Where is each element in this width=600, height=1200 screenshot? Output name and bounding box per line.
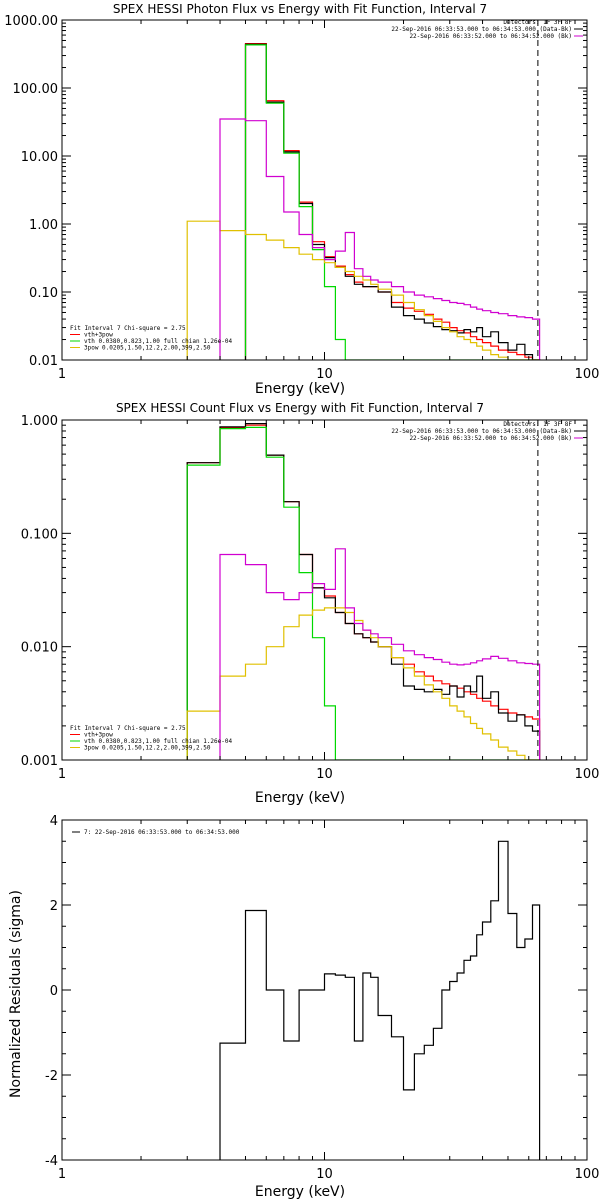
y-tick-label: 1000.00 — [4, 14, 58, 29]
x-tick-label: 10 — [316, 1167, 333, 1182]
legend-bottom-text: 3pow 0.0205,1.50,12.2,2.00,399,2.50 — [84, 745, 211, 752]
x-tick-label: 1 — [58, 767, 66, 782]
series-line-5 — [219, 118, 541, 360]
legend-bottom-text: Fit Interval 7 Chi-square = 2.75 — [70, 325, 186, 332]
x-axis-label: Energy (keV) — [255, 381, 345, 397]
series-line-2 — [244, 43, 541, 360]
series-line-2 — [186, 423, 541, 760]
legend-bottom-text: Fit Interval 7 Chi-square = 2.75 — [70, 725, 186, 732]
chart-panel-2: 1 10 100 1.000 0.100 0.010 0.001 SPEX HESSI Cou… — [21, 401, 600, 806]
y-tick-label: 4 — [50, 814, 58, 829]
legend-bottom-text: vth+3pow — [84, 332, 113, 339]
x-tick-label: 100 — [575, 367, 600, 382]
legend-top-text: Detectors: 1F 3F 8F — [503, 421, 572, 428]
legend-top-text: 22-Sep-2016 06:33:52.000 to 06:34:52.000… — [409, 435, 572, 442]
series-line-5 — [219, 548, 541, 760]
x-axis-label: Energy (keV) — [255, 790, 345, 806]
plot-frame — [61, 19, 588, 361]
series-line-1 — [186, 424, 541, 760]
series-line-1 — [244, 43, 541, 360]
series-line-1 — [219, 840, 541, 1160]
chart-panel-3: 1 10 100 4 2 0 -2 -4 Energy (keV) Normalized Resi… — [8, 814, 599, 1200]
y-tick-label: 0.10 — [29, 286, 58, 301]
x-axis-label: Energy (keV) — [255, 1184, 345, 1200]
x-tick-label: 10 — [316, 767, 333, 782]
x-tick-label: 1 — [58, 1167, 66, 1182]
chart-title: SPEX HESSI Count Flux vs Energy with Fit… — [116, 401, 484, 415]
legend-top-text: 22-Sep-2016 06:33:53.000 to 06:34:53.000… — [391, 428, 572, 435]
y-tick-label: -4 — [45, 1154, 58, 1169]
y-tick-label: 0.001 — [21, 754, 58, 769]
legend-top-text: 7: 22-Sep-2016 06:33:53.000 to 06:34:53.… — [84, 829, 240, 836]
x-tick-label: 1 — [58, 367, 66, 382]
y-tick-label: 100.00 — [13, 82, 59, 97]
chart-title: SPEX HESSI Photon Flux vs Energy with Fi… — [113, 2, 487, 16]
series-group — [219, 840, 541, 1160]
y-tick-label: -2 — [45, 1069, 58, 1084]
legend-bottom-text: vth 0.0380,0.823,1.00 full chian 1.26e-0… — [84, 738, 232, 745]
series-line-4 — [186, 220, 541, 360]
legend-top-text: 22-Sep-2016 06:33:52.000 to 06:34:52.000… — [409, 33, 572, 40]
legend-top-text: Detectors: 1F 3F 8F — [503, 19, 572, 26]
x-tick-label: 10 — [316, 367, 333, 382]
legend-bottom-text: vth 0.0380,0.823,1.00 full chian 1.26e-0… — [84, 338, 232, 345]
series-line-3 — [244, 44, 541, 360]
y-tick-label: 0.01 — [29, 354, 58, 369]
y-tick-label: 2 — [50, 899, 58, 914]
x-tick-label: 100 — [575, 1167, 600, 1182]
series-group — [186, 423, 541, 760]
series-line-4 — [186, 607, 541, 760]
legend-bottom-text: 3pow 0.0205,1.50,12.2,2.00,399,2.50 — [84, 345, 211, 352]
y-tick-label: 10.00 — [21, 150, 58, 165]
legend-top-text: 22-Sep-2016 06:33:53.000 to 06:34:53.000… — [391, 26, 572, 33]
y-tick-label: 0 — [50, 984, 58, 999]
x-tick-label: 100 — [575, 767, 600, 782]
y-tick-label: 0.100 — [21, 527, 58, 542]
y-axis-label: Normalized Residuals (sigma) — [8, 890, 24, 1098]
y-tick-label: 1.00 — [29, 218, 58, 233]
series-group — [186, 43, 541, 360]
legend-bottom-text: vth+3pow — [84, 732, 113, 739]
y-tick-label: 1.000 — [21, 414, 58, 429]
chart-panel-1: 1 10 100 1000.00 100.00 10.00 1.00 0.10 0.01 SPEX… — [4, 2, 599, 397]
y-tick-label: 0.010 — [21, 641, 58, 656]
series-line-3 — [186, 426, 541, 760]
